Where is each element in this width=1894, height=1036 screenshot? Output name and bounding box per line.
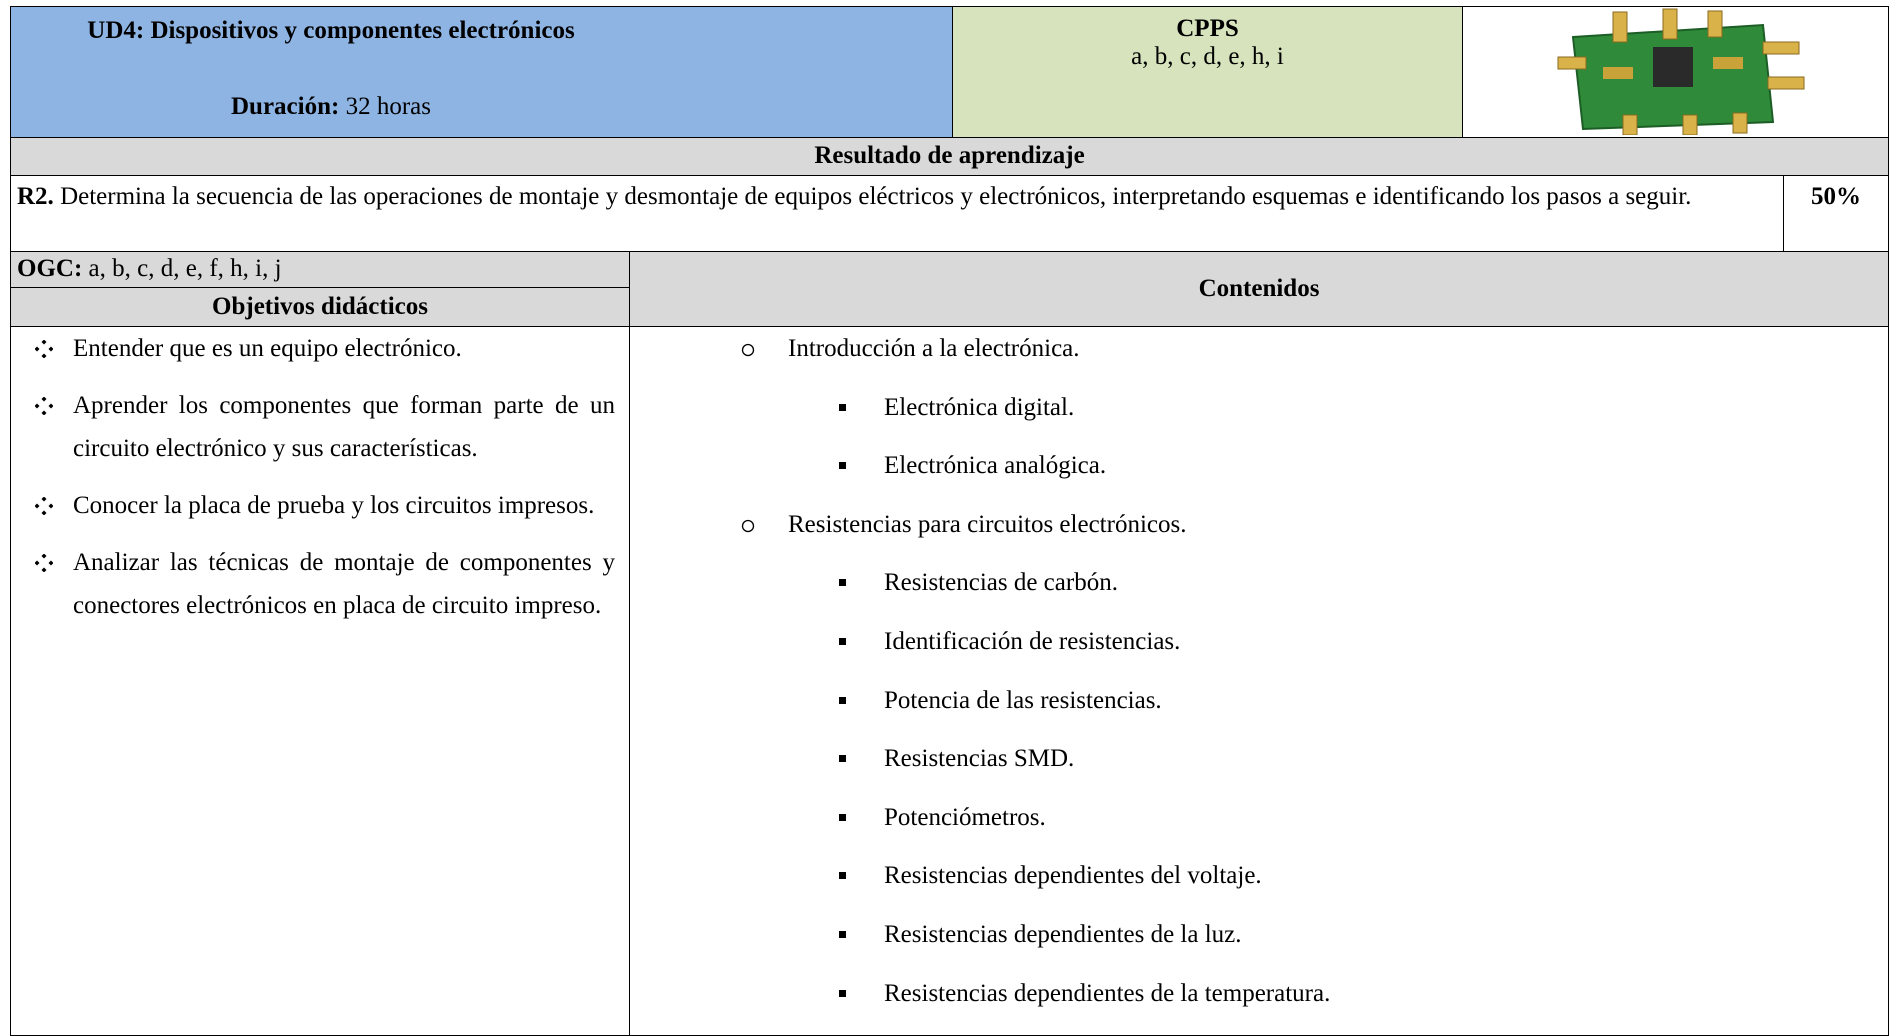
bullet [839,579,846,587]
content-subitem-text: Electrónica analógica. [884,452,1107,480]
content-subitem-text: Potenciómetros. [884,803,1046,831]
objective-item-text: Analizar las técnicas de montaje de comp… [73,549,615,619]
content-subitem: Potenciómetros. [630,796,1888,840]
cpps-label: CPPS [1176,15,1239,42]
content-subitem-text: Resistencias dependientes del voltaje. [884,862,1262,890]
duration-label: Duración: [231,93,340,120]
bullet [839,462,846,470]
duration: Duración: 32 horas [11,93,651,121]
unit-cell: UD4: Dispositivos y componentes electrón… [10,6,953,138]
content-item-text: Resistencias para circuitos electrónicos… [788,510,1187,538]
result-heading: Resultado de aprendizaje [10,137,1889,176]
cpps-value: a, b, c, d, e, h, i [1131,43,1284,70]
bullet [741,519,755,532]
objective-item-text: Aprender los componentes que forman part… [73,392,615,462]
ogc-value: a, b, c, d, e, f, h, i, j [88,255,282,282]
result-code: R2. [17,183,54,210]
bullet [839,813,846,821]
ogc-cell: OGC: a, b, c, d, e, f, h, i, j [10,251,630,288]
content-subitem: Resistencias dependientes de la temperat… [630,972,1888,1016]
image-cell [1462,6,1889,138]
contents-cell: Introducción a la electrónica. Electrónic… [629,326,1889,1036]
bullet [741,343,755,357]
bullet [35,554,53,572]
bullet [839,696,846,704]
result-cell: R2. Determina la secuencia de las operac… [10,175,1784,252]
contents-heading: Contenidos [629,251,1889,327]
bullet [839,930,846,938]
unit-title: UD4: Dispositivos y componentes electrón… [87,17,575,44]
objective-item: Aprender los componentes que forman part… [11,384,629,470]
result-text: Determina la secuencia de las operacione… [60,183,1692,210]
objectives-list: Entender que es un equipo electrónico. Ap… [11,327,629,627]
bullet [839,403,846,411]
bullet [35,397,53,415]
bullet [35,340,53,358]
bullet [839,637,846,645]
content-item-text: Introducción a la electrónica. [788,335,1080,362]
contents-list: Introducción a la electrónica. Electrónic… [630,327,1888,1016]
bullet [839,872,846,880]
objective-item: Analizar las técnicas de montaje de comp… [11,541,629,627]
objectives-cell: Entender que es un equipo electrónico. Ap… [10,326,630,1036]
bullet [35,497,53,515]
objective-item: Entender que es un equipo electrónico. [11,327,629,370]
bullet [839,989,846,997]
objective-item-text: Entender que es un equipo electrónico. [73,335,462,362]
content-subitem-text: Potencia de las resistencias. [884,686,1162,714]
content-subitem-text: Resistencias SMD. [884,745,1075,773]
content-subitem-text: Resistencias dependientes de la luz. [884,920,1242,948]
objective-item: Conocer la placa de prueba y los circuit… [11,484,629,527]
content-subitem: Potencia de las resistencias. [630,679,1888,723]
content-subitem: Electrónica analógica. [630,444,1888,488]
bullet [839,755,846,763]
content-subitem-text: Resistencias de carbón. [884,569,1118,597]
content-subitem-text: Resistencias dependientes de la temperat… [884,979,1331,1007]
content-item: Introducción a la electrónica. [630,327,1888,371]
duration-value: 32 horas [345,93,431,120]
objective-item-text: Conocer la placa de prueba y los circuit… [73,492,595,519]
content-subitem: Resistencias dependientes de la luz. [630,913,1888,957]
content-item: Resistencias para circuitos electrónicos… [630,503,1888,547]
content-subitem: Resistencias SMD. [630,737,1888,781]
result-weight: 50% [1783,175,1889,252]
ogc-label: OGC: [17,255,83,282]
pcb-image [1557,8,1805,136]
content-subitem-text: Identificación de resistencias. [884,627,1181,655]
content-subitem: Electrónica digital. [630,386,1888,430]
content-subitem: Identificación de resistencias. [630,620,1888,664]
content-subitem: Resistencias de carbón. [630,561,1888,605]
content-subitem-text: Electrónica digital. [884,393,1075,421]
objectives-heading: Objetivos didácticos [10,287,630,327]
content-subitem: Resistencias dependientes del voltaje. [630,854,1888,898]
cpps-cell: CPPS a, b, c, d, e, h, i [952,6,1463,138]
